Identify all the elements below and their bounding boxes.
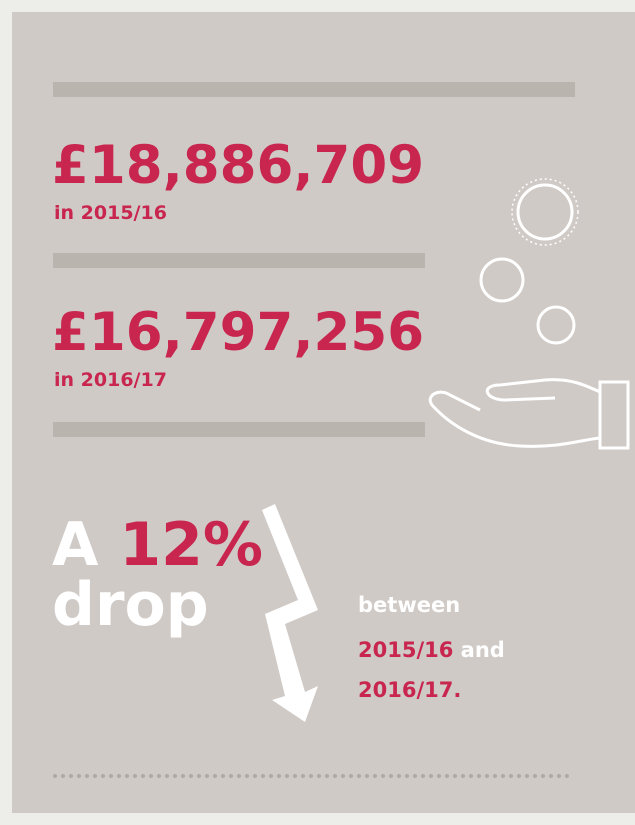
- change-word: drop: [52, 570, 209, 640]
- note-line: 2015/16 and: [358, 638, 505, 662]
- drop-arrow: [262, 504, 318, 722]
- prefix: in: [54, 202, 74, 224]
- divider: [53, 253, 425, 268]
- period-line: in 2016/17: [54, 369, 167, 391]
- panel: [12, 12, 635, 813]
- lead: A: [52, 510, 99, 580]
- amount: £16,797,256: [52, 302, 424, 363]
- note-line: between: [358, 593, 460, 617]
- change-line: A 12%: [52, 510, 263, 580]
- divider: [53, 422, 425, 437]
- note-line: 2016/17.: [358, 678, 461, 702]
- period: 2016/17: [81, 369, 167, 391]
- amount: £18,886,709: [52, 135, 424, 196]
- prefix: in: [54, 369, 74, 391]
- connector: and: [461, 638, 505, 662]
- period: 2015/16: [81, 202, 167, 224]
- percent: 12%: [119, 510, 263, 580]
- period-line: in 2015/16: [54, 202, 167, 224]
- hand-coins-icon: [428, 178, 630, 450]
- divider: [53, 82, 575, 97]
- from: 2015/16: [358, 638, 453, 662]
